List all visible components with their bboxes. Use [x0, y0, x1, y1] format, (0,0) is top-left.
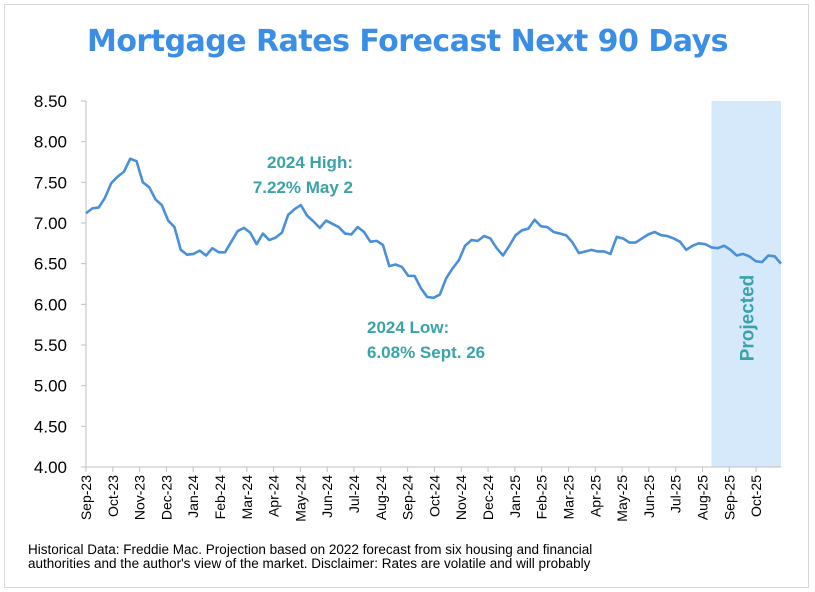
- y-tick-label: 8.00: [34, 133, 67, 152]
- chart-title: Mortgage Rates Forecast Next 90 Days: [86, 24, 729, 59]
- footnote-line-2: authorities and the author's view of the…: [28, 556, 591, 571]
- annotation-low-line1: 2024 Low:: [367, 318, 449, 337]
- footnote: Historical Data: Freddie Mac. Projection…: [28, 543, 668, 571]
- y-tick-label: 5.00: [34, 377, 67, 396]
- y-tick-label: 5.50: [34, 336, 67, 355]
- line-chart: Projected 4.00 4.50 5.00 5.50 6.00 6.50 7.00 7.…: [34, 92, 782, 522]
- x-tick-label: Sep-25: [721, 475, 737, 520]
- y-tick-label: 6.00: [34, 295, 67, 314]
- projected-label: Projected: [737, 275, 758, 362]
- x-tick-label: Mar-25: [560, 475, 576, 520]
- y-tick-label: 6.50: [34, 255, 67, 274]
- x-tick-label: Oct-23: [105, 475, 121, 517]
- projected-region: [711, 101, 781, 467]
- x-tick-label: Mar-24: [239, 475, 255, 520]
- x-tick-label: Nov-23: [132, 475, 148, 520]
- x-tick-label: May-24: [292, 475, 308, 522]
- x-tick-label: Jul-24: [346, 475, 362, 513]
- x-tick-label: Apr-24: [266, 475, 282, 517]
- y-tick-label: 8.50: [34, 92, 67, 111]
- y-tick-label: 4.50: [34, 417, 67, 436]
- y-tick-label: 4.00: [34, 458, 67, 477]
- footnote-line-1: Historical Data: Freddie Mac. Projection…: [28, 542, 593, 557]
- x-tick-label: Dec-23: [158, 475, 174, 520]
- annotation-low-line2: 6.08% Sept. 26: [367, 343, 485, 362]
- x-tick-label: Apr-25: [587, 475, 603, 517]
- series-line: [85, 157, 782, 300]
- x-tick-label: May-25: [614, 475, 630, 522]
- x-tick-label: Jan-24: [185, 475, 201, 518]
- x-tick-label: Aug-25: [694, 475, 710, 520]
- chart-frame: [4, 4, 809, 588]
- x-tick-label: Nov-24: [453, 475, 469, 520]
- x-tick-label: Feb-24: [212, 475, 228, 520]
- x-tick-label: Oct-25: [748, 475, 764, 517]
- annotation-high-line2: 7.22% May 2: [253, 178, 353, 197]
- x-tick-label: Jun-24: [319, 475, 335, 518]
- y-tick-label: 7.50: [34, 173, 67, 192]
- x-tick-label: Jan-25: [507, 475, 523, 518]
- x-tick-label: Sep-23: [78, 475, 94, 520]
- x-tick-label: Dec-24: [480, 475, 496, 520]
- y-tick-label: 7.00: [34, 214, 67, 233]
- annotation-high-line1: 2024 High:: [267, 153, 353, 172]
- x-tick-label: Jul-25: [668, 475, 684, 513]
- x-tick-label: Oct-24: [426, 475, 442, 517]
- x-tick-label: Aug-24: [373, 475, 389, 520]
- x-tick-label: Jun-25: [641, 475, 657, 518]
- x-tick-label: Feb-25: [534, 475, 550, 520]
- x-tick-label: Sep-24: [400, 475, 416, 520]
